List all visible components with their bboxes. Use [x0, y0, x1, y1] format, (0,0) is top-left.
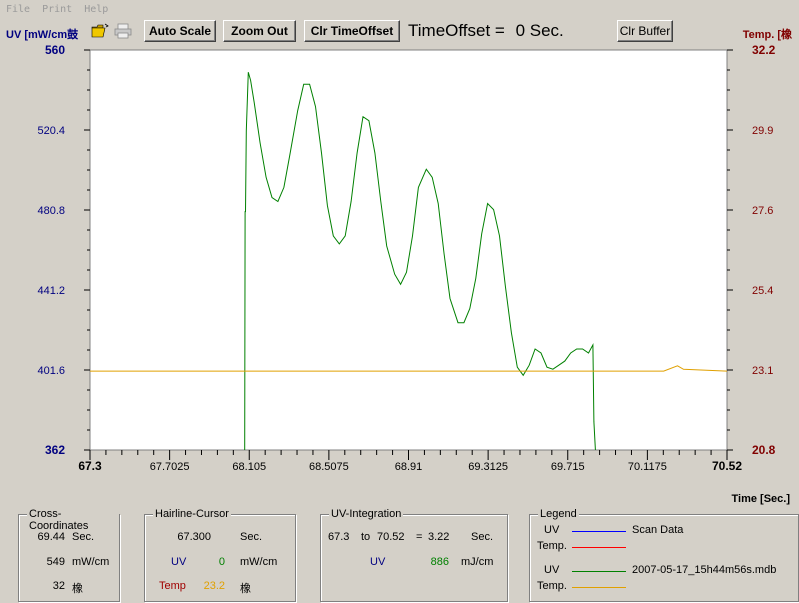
- y2-tick-label: 25.4: [752, 285, 773, 297]
- clr-timeoffset-button[interactable]: Clr TimeOffset: [304, 20, 400, 42]
- timeoffset-label: TimeOffset =: [408, 21, 505, 40]
- uv-integration-title: UV-Integration: [329, 508, 404, 520]
- uv-temp-chart[interactable]: UV [mW/cm鼓 Temp. [橡 Time [Sec.] 67.3 67.7…: [0, 0, 799, 510]
- legend-row-1-swatch: [572, 531, 626, 532]
- y2-tick-label: 20.8: [752, 443, 776, 457]
- x-tick-label: 68.105: [232, 461, 266, 473]
- plot-area[interactable]: [89, 49, 728, 451]
- legend-row-3-label: UV: [544, 564, 560, 576]
- zoom-out-button[interactable]: Zoom Out: [223, 20, 296, 42]
- toolbar: Auto Scale Zoom Out Clr TimeOffset TimeO…: [0, 18, 799, 44]
- y2-tick-label: 32.2: [752, 43, 776, 57]
- hairline-uv-value: 0: [218, 556, 225, 568]
- legend-panel: Legend UV Scan Data Temp. UV 2007-05-17_…: [529, 508, 799, 602]
- cross-y-unit: mW/cm: [72, 556, 110, 568]
- hairline-temp-unit: 橡: [240, 583, 251, 595]
- menu-print[interactable]: Print: [42, 3, 73, 15]
- printer-icon[interactable]: [113, 21, 133, 41]
- cross-coordinates-title: Cross-Coordinates: [27, 508, 119, 532]
- y2-tick-label: 29.9: [752, 125, 773, 137]
- x-tick-label: 69.715: [551, 461, 585, 473]
- legend-row-2-label: Temp.: [537, 540, 567, 552]
- hairline-cursor-panel: Hairline-Cursor 67.300 Sec. UV 0 mW/cm T…: [144, 508, 296, 602]
- integration-to: 70.52: [377, 531, 405, 543]
- cross-temp-unit: 橡: [72, 583, 83, 595]
- x-tick-label: 67.7025: [150, 461, 190, 473]
- legend-row-4-swatch: [572, 587, 626, 588]
- y-tick-label: 480.8: [37, 205, 65, 217]
- hairline-temp-value: 23.2: [203, 580, 225, 592]
- x-tick-label: 70.1175: [628, 461, 667, 473]
- hairline-cursor-title: Hairline-Cursor: [153, 508, 231, 520]
- y2-tick-label: 23.1: [752, 365, 773, 377]
- y2-axis-label: Temp. [橡: [743, 27, 792, 41]
- integration-equals: =: [416, 531, 423, 543]
- menu-help[interactable]: Help: [84, 3, 109, 15]
- integration-span: 3.22: [428, 531, 450, 543]
- cross-x-unit: Sec.: [72, 531, 95, 543]
- integration-to-label: to: [361, 531, 371, 543]
- integration-uv-label: UV: [370, 556, 386, 568]
- y-tick-label: 441.2: [37, 285, 65, 297]
- y-axis-label: UV [mW/cm鼓: [6, 27, 79, 41]
- uv-integration-panel: UV-Integration 67.3 to 70.52 = 3.22 Sec.…: [320, 508, 508, 602]
- x-axis-label: Time [Sec.]: [732, 493, 791, 505]
- x-tick-label: 67.3: [78, 459, 102, 473]
- legend-row-2-swatch: [572, 547, 626, 548]
- integration-uv-value: 886: [430, 556, 449, 568]
- legend-row-1-text: Scan Data: [632, 524, 684, 536]
- hairline-temp-label: Temp: [159, 580, 186, 592]
- y-tick-label: 401.6: [37, 365, 65, 377]
- legend-row-3-swatch: [572, 571, 626, 572]
- clr-buffer-button[interactable]: Clr Buffer: [617, 20, 673, 42]
- legend-row-1-label: UV: [544, 524, 560, 536]
- hairline-uv-unit: mW/cm: [240, 556, 278, 568]
- timeoffset-readout: TimeOffset = 0 Sec.: [408, 20, 564, 42]
- legend-title: Legend: [538, 508, 579, 520]
- menu-bar: File Print Help: [0, 0, 799, 18]
- x-tick-label: 69.3125: [468, 461, 508, 473]
- y-tick-label: 560: [45, 43, 65, 57]
- legend-row-3-text: 2007-05-17_15h44m56s.mdb: [632, 564, 777, 576]
- integration-from: 67.3: [328, 531, 350, 543]
- hairline-uv-label: UV: [171, 556, 187, 568]
- series-line-uv: [244, 72, 596, 451]
- y2-tick-label: 27.6: [752, 205, 773, 217]
- y-tick-label: 520.4: [37, 125, 65, 137]
- folder-open-icon[interactable]: [90, 21, 110, 41]
- timeoffset-value: 0 Sec.: [515, 21, 564, 40]
- x-tick-label: 70.52: [712, 459, 742, 473]
- integration-span-unit: Sec.: [471, 531, 494, 543]
- cross-coordinates-panel: Cross-Coordinates 69.44 Sec. 549 mW/cm 3…: [18, 508, 120, 602]
- cross-x-value: 69.44: [37, 531, 65, 543]
- auto-scale-button[interactable]: Auto Scale: [144, 20, 216, 42]
- cross-temp-value: 32: [52, 580, 65, 592]
- x-tick-label: 68.5075: [309, 461, 349, 473]
- integration-uv-unit: mJ/cm: [461, 556, 494, 568]
- hairline-time-value: 67.300: [177, 531, 211, 543]
- y-tick-label: 362: [45, 443, 65, 457]
- cross-y-value: 549: [46, 556, 65, 568]
- hairline-time-unit: Sec.: [240, 531, 263, 543]
- series-line-temp: [90, 365, 728, 372]
- legend-row-4-label: Temp.: [537, 580, 567, 592]
- x-tick-label: 68.91: [395, 461, 423, 473]
- menu-file[interactable]: File: [6, 3, 31, 15]
